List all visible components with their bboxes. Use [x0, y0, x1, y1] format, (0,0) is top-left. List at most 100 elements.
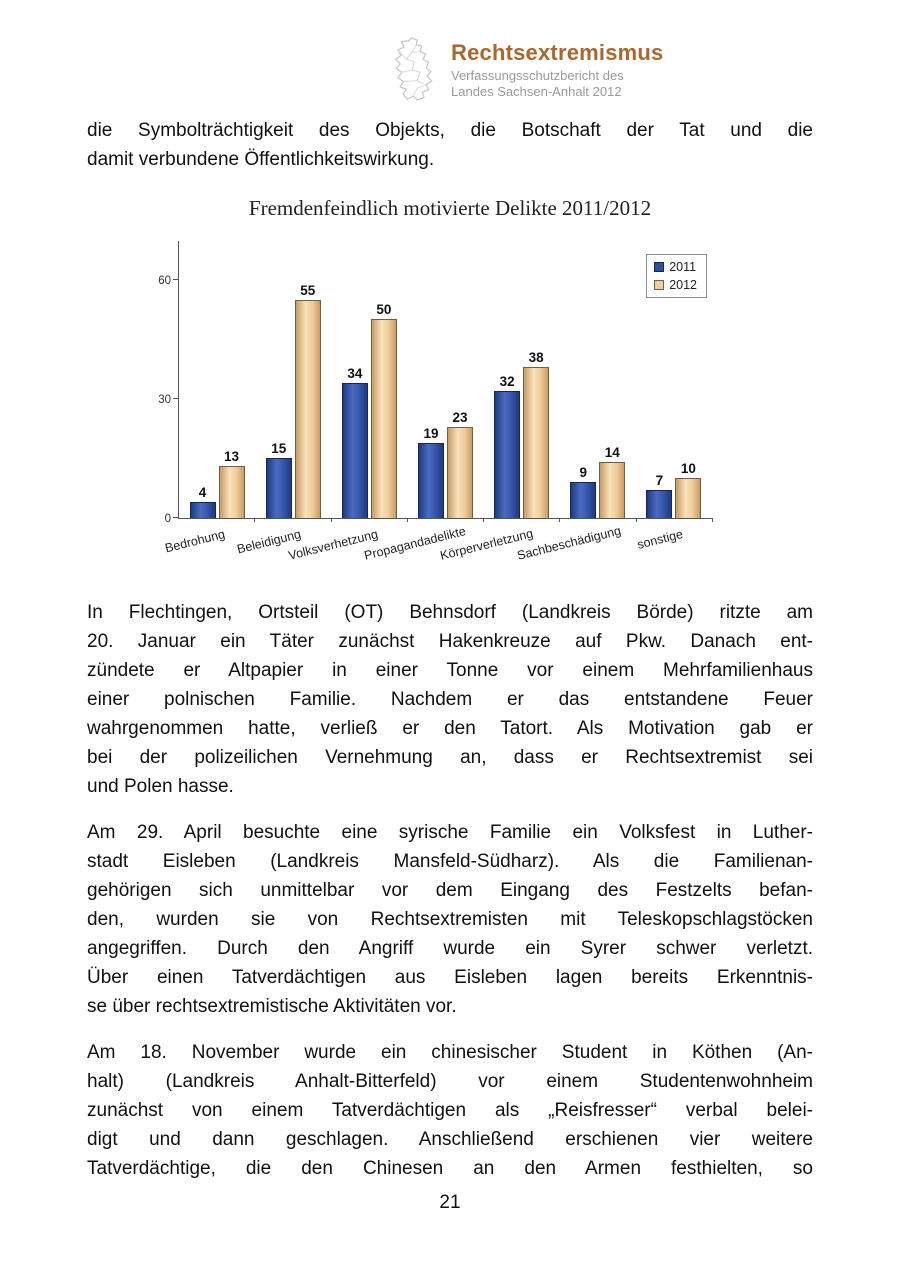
bar-2012-Volksverhetzung	[370, 319, 397, 518]
text-line: Am 18. November wurde ein chinesischer S…	[87, 1042, 813, 1063]
page-number: 21	[439, 1192, 461, 1213]
text-line: Über einen Tatverdächtigen aus Eisleben …	[87, 967, 813, 988]
x-tick-mark	[559, 518, 561, 522]
bar-2011-sonstige	[646, 490, 673, 518]
page-content: die Symbolträchtigkeit des Objekts, die …	[87, 116, 813, 1183]
bar-2012-Beleidigung	[294, 299, 321, 518]
text-line: einer polnischen Familie. Nachdem er das…	[87, 689, 813, 710]
bar-2011-Propagandadelikte	[417, 442, 444, 518]
bar-value-label: 13	[224, 449, 240, 465]
bar-column: 13	[218, 449, 245, 518]
bar-column: 19	[417, 425, 444, 518]
bar-value-label: 14	[604, 445, 620, 461]
bar-groups: 4 13 15 55 34 50 19 23 32 38 9 14 7 10	[179, 241, 712, 518]
bar-group: 4 13	[179, 241, 255, 518]
y-tick-label: 30	[158, 393, 171, 406]
bar-2011-Bedrohung	[189, 502, 216, 518]
bar-column: 10	[675, 461, 702, 518]
bar-value-label: 23	[452, 409, 468, 425]
text-line: damit verbundene Öffentlichkeitswirkung.	[87, 149, 435, 170]
legend-label: 2012	[669, 278, 697, 292]
bar-2012-Körperverletzung	[523, 367, 550, 518]
bar-2011-Körperverletzung	[494, 390, 521, 518]
bar-2011-Volksverhetzung	[341, 382, 368, 518]
bar-group: 7 10	[636, 241, 712, 518]
bar-value-label: 34	[347, 365, 363, 381]
x-tick-mark	[406, 518, 408, 522]
y-tick-label: 0	[164, 513, 171, 525]
bar-column: 23	[446, 409, 473, 518]
bar-group: 15 55	[255, 241, 331, 518]
bar-2011-Sachbeschädigung	[570, 482, 597, 518]
text-line: und Polen hasse.	[87, 776, 234, 797]
text-line: halt) (Landkreis Anhalt-Bitterfeld) vor …	[87, 1071, 813, 1092]
bar-2012-Propagandadelikte	[446, 426, 473, 518]
report-subtitle-line1: Verfassungsschutzbericht des	[451, 68, 624, 83]
page-header: Rechtsextremismus Verfassungsschutzberic…	[391, 36, 664, 109]
plot-area: 0 30 60 4 13 15 55 34 50 19 23 32 38 9 14 7 10 Bedrohung B…	[158, 241, 713, 563]
bar-value-label: 50	[376, 302, 392, 318]
paragraph: die Symbolträchtigkeit des Objekts, die …	[87, 116, 813, 174]
text-line: 20. Januar ein Täter zunächst Hakenkreuz…	[87, 631, 813, 652]
text-line: den, wurden sie von Rechtsextremisten mi…	[87, 909, 813, 930]
bar-column: 50	[370, 302, 397, 518]
text-line: Tatverdächtige, die den Chinesen an den …	[87, 1158, 813, 1179]
text-line: In Flechtingen, Ortsteil (OT) Behnsdorf …	[87, 602, 813, 623]
x-tick-mark	[330, 518, 332, 522]
bar-column: 7	[646, 473, 673, 518]
bar-value-label: 4	[198, 485, 207, 501]
text-line: stadt Eisleben (Landkreis Mansfeld-Südha…	[87, 851, 813, 872]
report-title: Rechtsextremismus	[451, 40, 664, 65]
bar-column: 9	[570, 465, 597, 518]
text-line: die Symbolträchtigkeit des Objekts, die …	[87, 120, 813, 141]
bar-column: 14	[599, 445, 626, 518]
bar-group: 19 23	[407, 241, 483, 518]
bar-column: 34	[341, 365, 368, 518]
bar-2012-sonstige	[675, 478, 702, 518]
x-tick-mark	[635, 518, 637, 522]
bar-column: 38	[523, 350, 550, 518]
legend-swatch-2011	[654, 262, 665, 272]
text-line: wahrgenommen hatte, verließ er den Tator…	[87, 718, 813, 739]
report-subtitle-line2: Landes Sachsen-Anhalt 2012	[451, 84, 622, 99]
chart-legend: 2011 2012	[646, 254, 707, 298]
paragraph: Am 29. April besuchte eine syrische Fami…	[87, 818, 813, 1021]
legend-entry-2011: 2011	[654, 260, 697, 274]
paragraph: Am 18. November wurde ein chinesischer S…	[87, 1038, 813, 1183]
bar-value-label: 9	[579, 465, 588, 481]
y-tick-mark	[173, 397, 179, 399]
bar-value-label: 32	[499, 373, 515, 389]
bar-value-label: 10	[680, 461, 696, 477]
legend-entry-2012: 2012	[654, 278, 697, 292]
header-text: Rechtsextremismus Verfassungsschutzberic…	[451, 36, 664, 109]
x-tick-mark	[254, 518, 256, 522]
x-tick-mark	[712, 518, 713, 522]
bar-group: 9 14	[560, 241, 636, 518]
bar-column: 32	[494, 373, 521, 518]
bar-column: 15	[265, 441, 292, 518]
text-line: gehörigen sich unmittelbar vor dem Einga…	[87, 880, 813, 901]
report-subtitle: Verfassungsschutzbericht des Landes Sach…	[451, 68, 664, 100]
y-tick-mark	[173, 278, 179, 280]
text-line: zündete er Altpapier in einer Tonne vor …	[87, 660, 813, 681]
chart-title: Fremdenfeindlich motivierte Delikte 2011…	[248, 196, 652, 220]
text-line: angegriffen. Durch den Angriff wurde ein…	[87, 938, 813, 959]
text-line: se über rechtsextremistische Aktivitäten…	[87, 996, 457, 1017]
x-tick-mark	[483, 518, 485, 522]
bar-group: 34 50	[331, 241, 407, 518]
paragraph: In Flechtingen, Ortsteil (OT) Behnsdorf …	[87, 598, 813, 801]
y-tick-mark	[173, 517, 179, 518]
page-footer: 21	[0, 1192, 900, 1214]
text-line: bei der polizeilichen Vernehmung an, das…	[87, 747, 813, 768]
bar-column: 55	[294, 283, 321, 518]
bar-2012-Bedrohung	[218, 466, 245, 518]
bar-value-label: 7	[655, 473, 664, 489]
legend-swatch-2012	[654, 280, 665, 290]
bar-column: 4	[189, 485, 216, 518]
bar-value-label: 19	[423, 425, 439, 441]
offenses-bar-chart: Fremdenfeindlich motivierte Delikte 2011…	[87, 196, 813, 578]
bar-2011-Beleidigung	[265, 458, 292, 518]
text-line: zunächst von einem Tatverdächtigen als „…	[87, 1100, 813, 1121]
y-tick-label: 60	[158, 274, 171, 287]
